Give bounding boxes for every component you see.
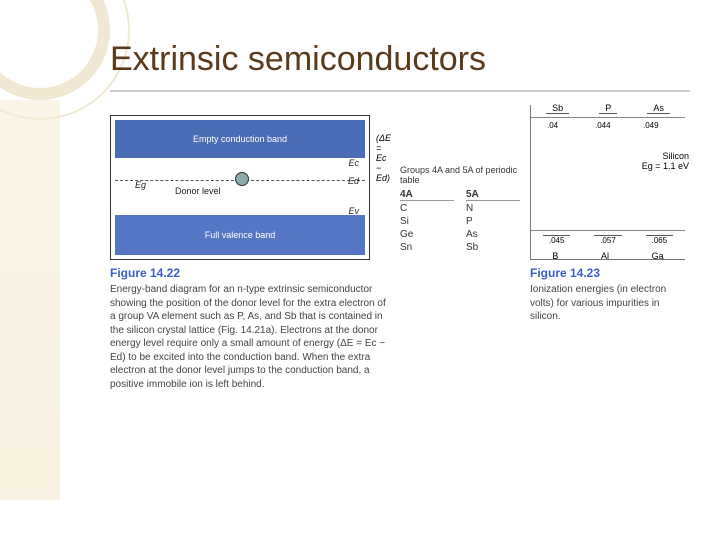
donor-label: Donor level	[175, 186, 221, 196]
col-5a: 5A	[466, 189, 520, 201]
side-energy-labels: (ΔE = Ec − Ed)	[376, 129, 391, 187]
fig23-caption: Ionization energies (in electron volts) …	[530, 283, 690, 324]
silicon-label: Silicon Eg = 1.1 eV	[642, 151, 689, 171]
el: Ga	[652, 251, 664, 261]
delta-e-label: (ΔE = Ec − Ed)	[376, 133, 391, 183]
page-title: Extrinsic semiconductors	[110, 40, 486, 79]
ev-line	[531, 230, 685, 231]
cell: Ge	[400, 229, 454, 240]
ed-label: Ed	[348, 176, 359, 186]
el: B	[552, 251, 558, 261]
valence-band: Full valence band	[115, 215, 365, 255]
si-eg: Eg = 1.1 eV	[642, 161, 689, 171]
table-title: Groups 4A and 5A of periodic table	[400, 165, 520, 185]
val: .057	[594, 235, 622, 245]
cell: C	[400, 203, 454, 214]
energy-band-diagram: Empty conduction band Eg Donor level Ec …	[110, 115, 370, 260]
el: P	[599, 103, 617, 114]
conduction-band: Empty conduction band	[115, 120, 365, 158]
val: .045	[543, 235, 571, 245]
val: .065	[646, 235, 674, 245]
fig22-label: Figure 14.22	[110, 266, 390, 280]
val: .044	[595, 121, 611, 130]
val: .04	[547, 121, 558, 130]
title-underline	[110, 90, 690, 92]
ec-label: Ec	[348, 158, 359, 168]
cell: P	[466, 216, 520, 227]
donor-electron-icon	[235, 172, 249, 186]
band-gap: Eg Donor level Ec Ed Ev	[115, 162, 365, 212]
cell: Sn	[400, 242, 454, 253]
cell: Sb	[466, 242, 520, 253]
content: Empty conduction band Eg Donor level Ec …	[110, 105, 690, 505]
figure-14-23: Sb P As .04 .044 .049 Silicon Eg = 1.1 e…	[530, 105, 690, 324]
acceptor-elements: B Al Ga	[531, 251, 685, 261]
fig23-label: Figure 14.23	[530, 266, 690, 280]
el: Al	[601, 251, 609, 261]
cell: N	[466, 203, 520, 214]
fig22-caption: Energy-band diagram for an n-type extrin…	[110, 283, 390, 391]
si-name: Silicon	[642, 151, 689, 161]
cell: As	[466, 229, 520, 240]
col-4a: 4A	[400, 189, 454, 201]
eg-label: Eg	[135, 180, 146, 190]
el: Sb	[546, 103, 569, 114]
periodic-table-groups: Groups 4A and 5A of periodic table 4A 5A…	[400, 165, 520, 253]
acceptor-values: .045 .057 .065	[531, 235, 685, 245]
el: As	[647, 103, 670, 114]
val: .049	[643, 121, 659, 130]
donor-elements: Sb P As	[531, 103, 685, 114]
figure-14-22: Empty conduction band Eg Donor level Ec …	[110, 115, 390, 391]
cell: Si	[400, 216, 454, 227]
ionization-diagram: Sb P As .04 .044 .049 Silicon Eg = 1.1 e…	[530, 105, 685, 260]
table-grid: 4A 5A C N Si P Ge As Sn Sb	[400, 189, 520, 253]
ec-line	[531, 117, 685, 118]
decor-sidebar	[0, 100, 60, 500]
